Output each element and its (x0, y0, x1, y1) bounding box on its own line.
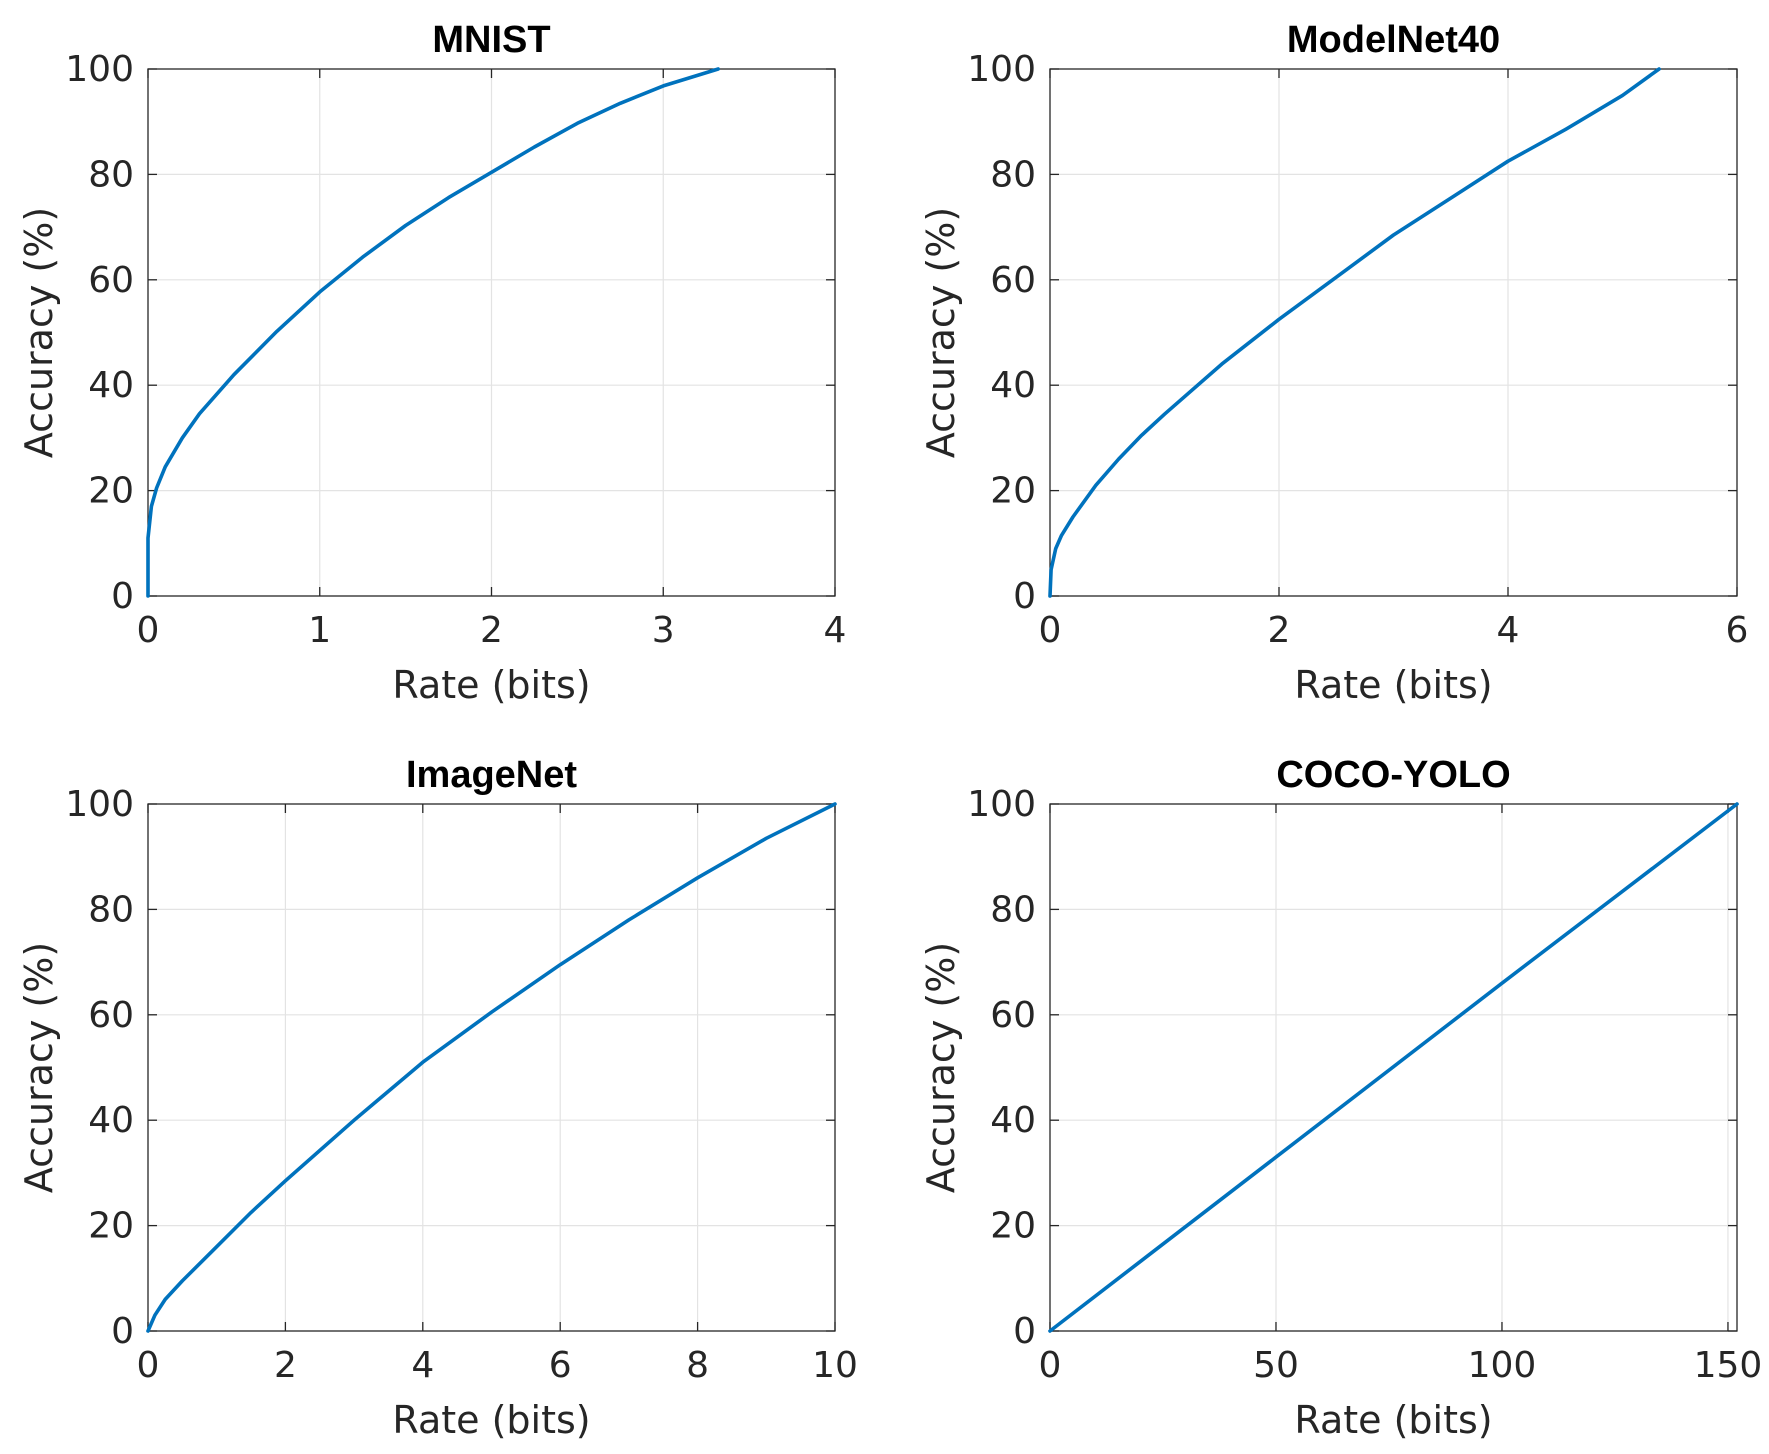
plot-frame (147, 803, 836, 1332)
y-tick-label: 80 (88, 889, 134, 930)
y-tick-label: 60 (990, 995, 1036, 1036)
x-axis-label: Rate (bits) (1294, 663, 1492, 707)
x-tick-label: 3 (652, 610, 675, 651)
x-tick-label: 2 (274, 1345, 297, 1386)
y-tick-label: 40 (88, 1100, 134, 1141)
y-tick-label: 80 (990, 889, 1036, 930)
y-tick-label: 100 (967, 49, 1036, 90)
plot-frame (1049, 803, 1738, 1332)
x-tick-label: 150 (1694, 1345, 1763, 1386)
plot-frame (1049, 68, 1738, 597)
y-tick-label: 80 (990, 154, 1036, 195)
y-tick-label: 20 (88, 471, 134, 512)
chart-title: ImageNet (406, 754, 577, 796)
y-axis-label: Accuracy (%) (17, 942, 61, 1193)
x-axis-label: Rate (bits) (392, 1398, 590, 1442)
y-tick-label: 60 (990, 260, 1036, 301)
y-tick-label: 0 (1013, 576, 1036, 617)
x-tick-label: 1 (308, 610, 331, 651)
x-tick-label: 4 (411, 1345, 434, 1386)
series-line-modelnet40 (1048, 67, 1661, 598)
x-tick-label: 6 (549, 1345, 572, 1386)
y-tick-label: 40 (990, 365, 1036, 406)
x-tick-label: 0 (137, 610, 160, 651)
y-tick-label: 20 (88, 1206, 134, 1247)
y-tick-label: 80 (88, 154, 134, 195)
chart-panel-3: 0 50 100 150 0 20 40 60 80 100 COCO-YOLO Rate (bits… (919, 754, 1762, 1442)
y-tick-label: 20 (990, 1206, 1036, 1247)
y-tick-label: 20 (990, 471, 1036, 512)
x-tick-label: 10 (812, 1345, 858, 1386)
series-line-coco-yolo (1048, 802, 1739, 1333)
x-tick-label: 100 (1468, 1345, 1537, 1386)
x-tick-label: 4 (1497, 610, 1520, 651)
y-tick-label: 0 (1013, 1311, 1036, 1352)
x-tick-label: 0 (137, 1345, 160, 1386)
y-axis-label: Accuracy (%) (17, 207, 61, 458)
series-line-imagenet (146, 802, 837, 1333)
x-tick-label: 2 (1268, 610, 1291, 651)
chart-title: COCO-YOLO (1276, 754, 1510, 796)
x-tick-label: 8 (686, 1345, 709, 1386)
x-axis-label: Rate (bits) (1294, 1398, 1492, 1442)
x-axis-label: Rate (bits) (392, 663, 590, 707)
y-tick-label: 0 (111, 1311, 134, 1352)
series-line-mnist (146, 67, 721, 598)
y-tick-label: 40 (990, 1100, 1036, 1141)
y-tick-label: 100 (967, 784, 1036, 825)
x-tick-label: 4 (824, 610, 847, 651)
y-tick-label: 60 (88, 260, 134, 301)
y-axis-label: Accuracy (%) (919, 207, 963, 458)
x-tick-label: 2 (480, 610, 503, 651)
y-tick-label: 100 (65, 784, 134, 825)
y-tick-label: 60 (88, 995, 134, 1036)
y-tick-label: 40 (88, 365, 134, 406)
y-tick-label: 0 (111, 576, 134, 617)
chart-title: ModelNet40 (1287, 19, 1500, 61)
x-tick-label: 6 (1726, 610, 1749, 651)
x-tick-label: 50 (1253, 1345, 1299, 1386)
x-tick-label: 0 (1039, 1345, 1062, 1386)
y-axis-label: Accuracy (%) (919, 942, 963, 1193)
y-tick-label: 100 (65, 49, 134, 90)
x-tick-label: 0 (1039, 610, 1062, 651)
chart-title: MNIST (432, 19, 550, 61)
